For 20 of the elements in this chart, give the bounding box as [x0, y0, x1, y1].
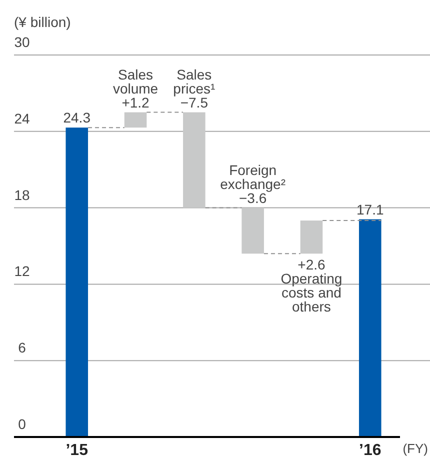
x-tick-label: Operating costs and others — [280, 270, 342, 315]
x-tick-label: Foreign exchange² — [220, 162, 286, 192]
x-tick-label: Sales prices¹ — [173, 66, 216, 96]
data-label: 17.1 — [356, 201, 384, 218]
y-axis-title: (¥ billion) — [14, 14, 71, 30]
y-tick-label: 6 — [18, 340, 26, 356]
x-tick-label: Sales volume — [112, 66, 158, 96]
data-label: −3.6 — [239, 190, 267, 206]
y-tick-label: 30 — [14, 34, 30, 50]
y-tick-label: 12 — [14, 263, 30, 280]
data-label: +2.6 — [298, 256, 326, 273]
y-tick-label: 0 — [18, 416, 26, 432]
y-tick-label: 24 — [14, 110, 30, 126]
data-label: 24.3 — [63, 110, 91, 126]
data-label: +1.2 — [122, 94, 150, 110]
x-tick-label: ’15 — [66, 442, 88, 457]
y-tick-label: 18 — [14, 186, 30, 203]
x-axis-title: (FY) — [402, 441, 428, 456]
x-tick-label: ’16 — [359, 442, 382, 457]
data-label: −7.5 — [180, 94, 208, 110]
